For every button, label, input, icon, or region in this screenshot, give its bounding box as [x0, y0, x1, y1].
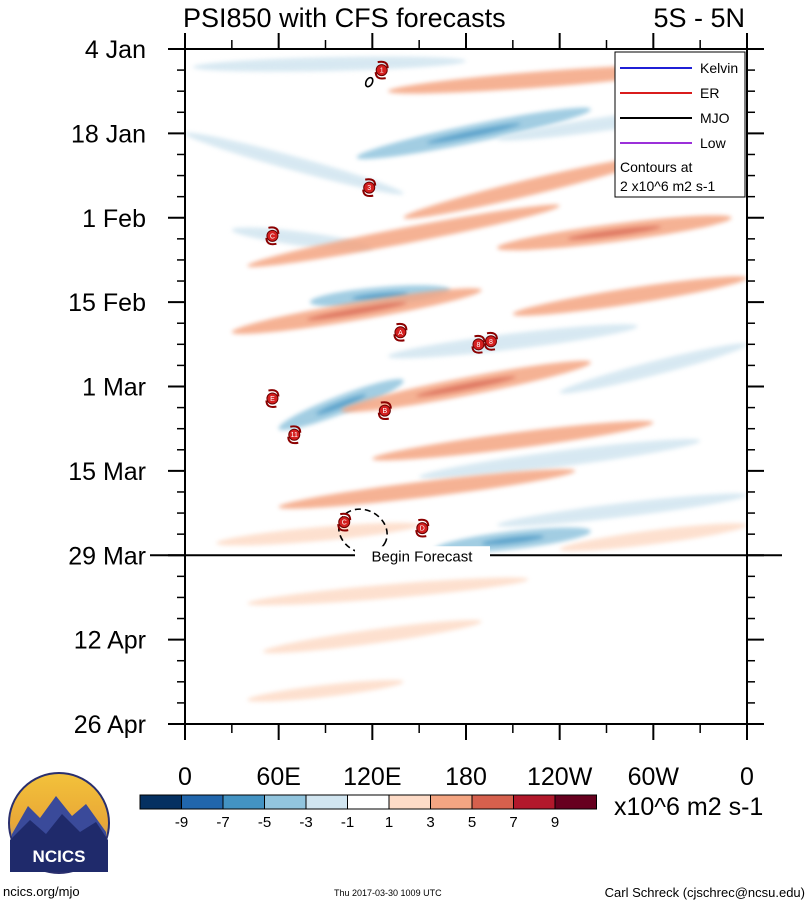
legend-label-er: ER: [700, 85, 719, 101]
x-tick-label-5: 60W: [628, 763, 680, 791]
x-tick-label-2: 120E: [343, 763, 401, 791]
storm-label-6: E: [270, 396, 275, 403]
colorbar-swatch-7: [431, 795, 473, 809]
x-tick-label-6: 0: [740, 763, 754, 791]
y-tick-label-6: 29 Mar: [68, 542, 146, 570]
storm-label-8: B: [382, 408, 387, 415]
colorbar-label-5: 1: [385, 814, 393, 831]
colorbar-swatch-8: [472, 795, 514, 809]
y-tick-label-2: 1 Feb: [82, 205, 146, 233]
y-tick-label-4: 1 Mar: [82, 374, 146, 402]
legend-label-kelvin: Kelvin: [700, 60, 738, 76]
storm-label-3: A: [398, 330, 403, 337]
x-tick-label-4: 120W: [527, 763, 593, 791]
y-tick-label-0: 4 Jan: [85, 36, 146, 64]
storm-label-0: 1: [380, 68, 384, 75]
colorbar-label-1: -7: [216, 814, 229, 831]
storm-label-9: C: [342, 520, 347, 527]
legend: Kelvin ER MJO Low Contours at 2 x10^6 m2 s-1: [615, 52, 745, 197]
region-label: 5S - 5N: [653, 3, 745, 33]
x-tick-label-0: 0: [178, 763, 192, 791]
colorbar-swatch-6: [389, 795, 431, 809]
colorbar-label-2: -5: [258, 814, 271, 831]
colorbar-swatch-5: [348, 795, 390, 809]
colorbar-swatch-4: [306, 795, 348, 809]
legend-note-line2: 2 x10^6 m2 s-1: [620, 178, 715, 194]
y-tick-label-5: 15 Mar: [68, 458, 146, 486]
storm-label-1: 3: [367, 185, 371, 192]
storm-label-2: C: [270, 233, 275, 240]
colorbar-label-4: -1: [341, 814, 354, 831]
colorbar-label-7: 5: [468, 814, 476, 831]
logo-text: NCICS: [33, 847, 86, 866]
author-label: Carl Schreck (cjschrec@ncsu.edu): [605, 885, 805, 900]
colorbar-label-9: 9: [551, 814, 559, 831]
colorbar-swatch-3: [265, 795, 307, 809]
colorbar-swatch-10: [555, 795, 597, 809]
colorbar-swatch-0: [140, 795, 182, 809]
colorbar-label-6: 3: [426, 814, 434, 831]
storm-label-5: 8: [489, 339, 493, 346]
storm-label-7: 11: [291, 432, 298, 439]
chart-title: PSI850 with CFS forecasts: [183, 3, 506, 33]
legend-label-low: Low: [700, 135, 727, 151]
y-tick-label-1: 18 Jan: [71, 120, 146, 148]
colorbar: -9 -7 -5 -3 -1 1 3 5 7 9: [140, 795, 597, 831]
colorbar-label-0: -9: [175, 814, 188, 831]
y-tick-label-3: 15 Feb: [68, 289, 146, 317]
colorbar-swatch-2: [223, 795, 265, 809]
colorbar-swatch-9: [514, 795, 556, 809]
timestamp-label: Thu 2017-03-30 1009 UTC: [334, 888, 442, 898]
storm-label-4: 8: [477, 342, 481, 349]
website-label[interactable]: ncics.org/mjo: [3, 884, 80, 899]
legend-label-mjo: MJO: [700, 110, 730, 126]
ncics-logo: NCICS: [9, 773, 109, 873]
x-tick-label-1: 60E: [256, 763, 300, 791]
colorbar-swatch-1: [182, 795, 224, 809]
legend-note-line1: Contours at: [620, 159, 692, 175]
forecast-label: Begin Forecast: [372, 548, 474, 565]
y-tick-label-7: 12 Apr: [74, 627, 146, 655]
y-tick-label-8: 26 Apr: [74, 711, 146, 739]
hovmoller-figure: PSI850 with CFS forecasts 5S - 5N 1 3 C A 8 8…: [0, 0, 809, 907]
x-tick-label-3: 180: [445, 763, 487, 791]
colorbar-label-3: -3: [299, 814, 312, 831]
colorbar-label-8: 7: [509, 814, 517, 831]
storm-label-10: D: [420, 526, 425, 533]
colorbar-units: x10^6 m2 s-1: [614, 793, 763, 821]
